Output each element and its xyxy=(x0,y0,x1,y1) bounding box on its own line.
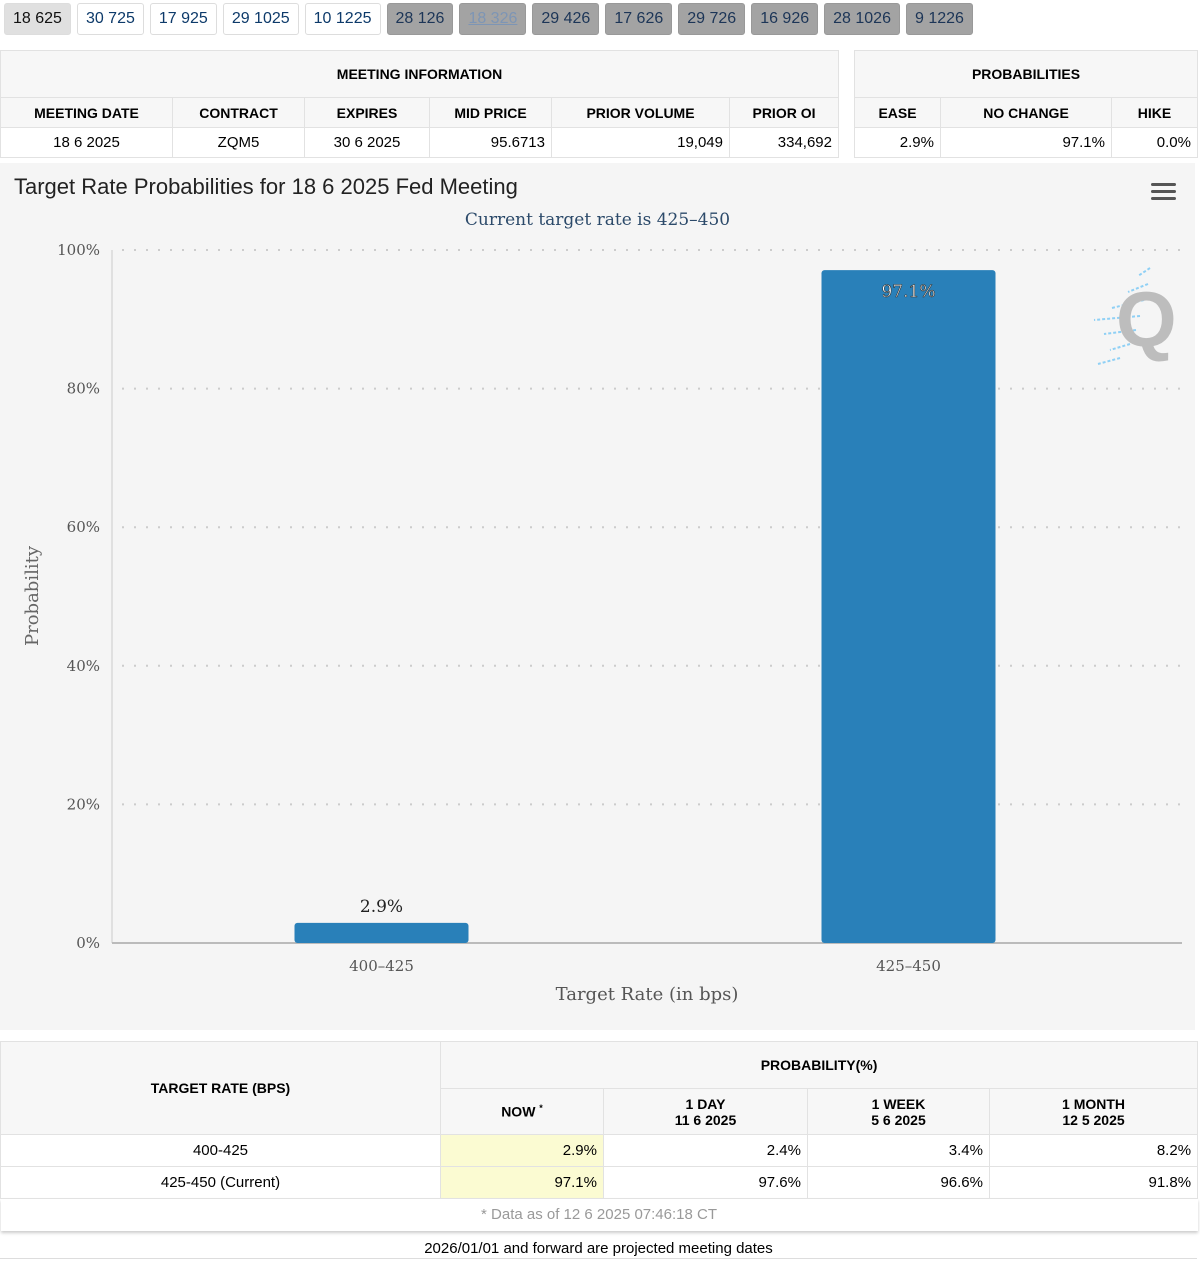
col-date: 5 6 2025 xyxy=(871,1111,926,1128)
expires: 30 6 2025 xyxy=(304,127,430,158)
chart-plot: Q 0% 20% 40% 60% 80% 100% 2.9% 400–425 97.1% 425–… xyxy=(22,241,1182,1005)
probability-chart: Target Rate Probabilities for 18 6 2025 … xyxy=(0,163,1195,1030)
now-cell: 97.1% xyxy=(440,1166,604,1199)
rate-cell: 400-425 xyxy=(0,1134,441,1167)
meeting-tab[interactable]: 30 725 xyxy=(76,3,144,35)
meeting-tab[interactable]: 17 925 xyxy=(149,3,217,35)
chart-menu-icon[interactable] xyxy=(1151,183,1176,204)
meeting-tab[interactable]: 18 326 xyxy=(459,3,527,35)
day-cell: 97.6% xyxy=(603,1166,808,1199)
bar-400–425[interactable] xyxy=(294,922,469,943)
probabilities-title: PROBABILITIES xyxy=(854,50,1198,98)
y-tick-label: 80% xyxy=(67,380,100,398)
col-header: PRIOR VOLUME xyxy=(551,97,730,128)
col-1-week: 1 WEEK 5 6 2025 xyxy=(807,1088,990,1135)
col-label: NOW xyxy=(501,1103,536,1120)
mid-price: 95.6713 xyxy=(429,127,552,158)
data-label: 97.1% xyxy=(881,282,935,302)
y-tick-label: 40% xyxy=(67,657,100,675)
month-cell: 8.2% xyxy=(988,1134,1199,1167)
meeting-tab[interactable]: 9 1226 xyxy=(905,3,973,35)
day-cell: 2.4% xyxy=(603,1134,808,1167)
no-change-value: 97.1% xyxy=(940,127,1112,158)
meeting-tab[interactable]: 17 626 xyxy=(605,3,673,35)
y-tick-label: 60% xyxy=(67,518,100,536)
x-tick-label: 425–450 xyxy=(876,957,941,975)
target-rate-header: TARGET RATE (BPS) xyxy=(0,1041,441,1135)
y-axis-title: Probability xyxy=(22,545,43,646)
col-header: MEETING DATE xyxy=(0,97,173,128)
projected-dates-note: 2026/01/01 and forward are projected mee… xyxy=(424,1240,773,1257)
meeting-tab[interactable]: 29 726 xyxy=(678,3,746,35)
meeting-tab[interactable]: 10 1225 xyxy=(304,3,381,35)
hike-value: 0.0% xyxy=(1111,127,1198,158)
probability-header: PROBABILITY(%) xyxy=(439,1041,1199,1089)
week-cell: 3.4% xyxy=(807,1134,990,1167)
col-header: EXPIRES xyxy=(304,97,430,128)
y-tick-label: 20% xyxy=(67,795,100,813)
meeting-tab[interactable]: 28 1026 xyxy=(824,3,900,35)
prior-volume: 19,049 xyxy=(551,127,730,158)
col-header: MID PRICE xyxy=(429,97,552,128)
prior-oi: 334,692 xyxy=(729,127,839,158)
meeting-info-title: MEETING INFORMATION xyxy=(0,50,839,98)
col-label: 1 MONTH xyxy=(1062,1095,1126,1112)
divider xyxy=(0,1258,1197,1259)
col-header: EASE xyxy=(854,97,941,128)
col-header: CONTRACT xyxy=(172,97,305,128)
data-label: 2.9% xyxy=(360,897,403,917)
meeting-information-table: MEETING INFORMATION MEETING DATE CONTRACT… xyxy=(0,50,839,158)
col-header: NO CHANGE xyxy=(940,97,1112,128)
col-1-month: 1 MONTH 12 5 2025 xyxy=(988,1088,1199,1135)
bar-425–450[interactable] xyxy=(821,270,996,943)
col-date: 11 6 2025 xyxy=(674,1111,737,1128)
table-row: 425-450 (Current) 97.1% 97.6% 96.6% 91.8% xyxy=(0,1166,1199,1199)
meeting-tab[interactable]: 28 126 xyxy=(386,3,454,35)
meeting-tab[interactable]: 16 926 xyxy=(751,3,819,35)
col-header: HIKE xyxy=(1111,97,1198,128)
col-label: 1 DAY xyxy=(685,1095,726,1112)
data-timestamp-footnote: * Data as of 12 6 2025 07:46:18 CT xyxy=(1,1199,1198,1231)
svg-text:Q: Q xyxy=(1116,275,1177,363)
x-axis-title: Target Rate (in bps) xyxy=(556,984,739,1005)
meeting-date: 18 6 2025 xyxy=(0,127,173,158)
y-tick-label: 0% xyxy=(76,934,100,952)
rate-cell: 425-450 (Current) xyxy=(0,1166,441,1199)
table-row: 400-425 2.9% 2.4% 3.4% 8.2% xyxy=(0,1134,1199,1167)
now-cell: 2.9% xyxy=(440,1134,604,1167)
chart-title: Target Rate Probabilities for 18 6 2025 … xyxy=(14,174,518,199)
meeting-tab[interactable]: 18 625 xyxy=(4,3,71,35)
month-cell: 91.8% xyxy=(988,1166,1199,1199)
target-rate-probability-table: TARGET RATE (BPS) PROBABILITY(%) NOW * 1 … xyxy=(0,1041,1199,1231)
week-cell: 96.6% xyxy=(807,1166,990,1199)
col-label: 1 WEEK xyxy=(871,1095,926,1112)
col-header: PRIOR OI xyxy=(729,97,839,128)
chart-subtitle: Current target rate is 425–450 xyxy=(464,210,731,230)
meeting-tab[interactable]: 29 1025 xyxy=(222,3,299,35)
watermark-q-logo: Q xyxy=(1093,267,1177,365)
asterisk: * xyxy=(539,1103,543,1114)
y-tick-label: 100% xyxy=(57,241,100,259)
ease-value: 2.9% xyxy=(854,127,941,158)
contract: ZQM5 xyxy=(172,127,305,158)
meeting-date-tabs: 18 625 30 725 17 925 29 1025 10 1225 28 126 18… xyxy=(4,3,973,35)
col-now: NOW * xyxy=(440,1088,604,1135)
col-1-day: 1 DAY 11 6 2025 xyxy=(603,1088,808,1135)
meeting-tab[interactable]: 29 426 xyxy=(532,3,600,35)
col-date: 12 5 2025 xyxy=(1062,1111,1125,1128)
x-tick-label: 400–425 xyxy=(349,957,414,975)
probabilities-table: PROBABILITIES EASE NO CHANGE HIKE 2.9% 97.1… xyxy=(854,50,1198,158)
